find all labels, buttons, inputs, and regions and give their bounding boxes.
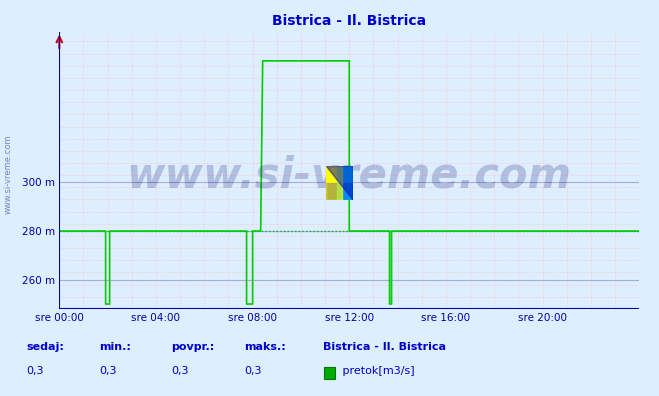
Text: Bistrica - Il. Bistrica: Bistrica - Il. Bistrica [323,343,446,352]
Text: maks.:: maks.: [244,343,285,352]
Text: 0,3: 0,3 [171,366,189,376]
Text: povpr.:: povpr.: [171,343,215,352]
Polygon shape [337,166,353,200]
Polygon shape [326,166,353,200]
Text: min.:: min.: [99,343,130,352]
Text: 0,3: 0,3 [99,366,117,376]
Text: pretok[m3/s]: pretok[m3/s] [339,366,415,376]
Title: Bistrica - Il. Bistrica: Bistrica - Il. Bistrica [272,14,426,28]
Bar [326,166,339,183]
Polygon shape [326,166,342,200]
Text: www.si-vreme.com: www.si-vreme.com [3,135,13,214]
Text: sedaj:: sedaj: [26,343,64,352]
Text: 0,3: 0,3 [244,366,262,376]
Text: www.si-vreme.com: www.si-vreme.com [127,155,572,197]
Bar [339,166,353,183]
Text: 0,3: 0,3 [26,366,44,376]
Bar [326,183,353,200]
